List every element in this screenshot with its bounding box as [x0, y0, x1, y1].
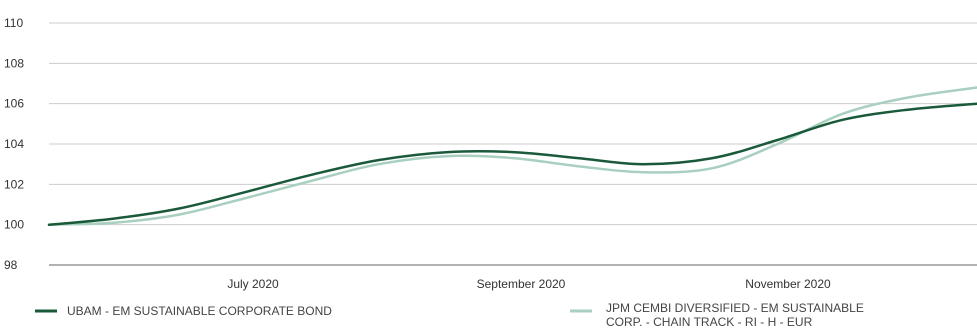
y-tick-label: 106 — [4, 97, 24, 111]
x-tick-label: July 2020 — [227, 277, 279, 291]
x-tick-label: September 2020 — [477, 277, 566, 291]
y-tick-label: 98 — [4, 258, 18, 272]
legend-label-jpm-line2: CORP. - CHAIN TRACK - RI - H - EUR — [606, 315, 813, 329]
legend-label-ubam: UBAM - EM SUSTAINABLE CORPORATE BOND — [67, 304, 332, 318]
series-line-ubam — [47, 102, 977, 226]
legend-label-jpm: JPM CEMBI DIVERSIFIED - EM SUSTAINABLE C… — [606, 301, 867, 329]
series-line-jpm — [47, 86, 977, 226]
series-lines — [47, 86, 977, 226]
y-tick-label: 100 — [4, 218, 24, 232]
grid-lines — [49, 22, 977, 266]
y-axis-ticks: 98 100 102 104 106 108 110 — [4, 16, 24, 272]
legend: UBAM - EM SUSTAINABLE CORPORATE BOND JPM… — [35, 301, 867, 329]
x-axis-ticks: July 2020 September 2020 November 2020 — [227, 277, 831, 291]
legend-label-jpm-line1: JPM CEMBI DIVERSIFIED - EM SUSTAINABLE — [606, 301, 864, 315]
y-tick-label: 102 — [4, 177, 24, 191]
y-tick-label: 110 — [4, 16, 23, 30]
y-tick-label: 104 — [4, 137, 24, 151]
y-tick-label: 108 — [4, 56, 24, 70]
x-tick-label: November 2020 — [745, 277, 831, 291]
